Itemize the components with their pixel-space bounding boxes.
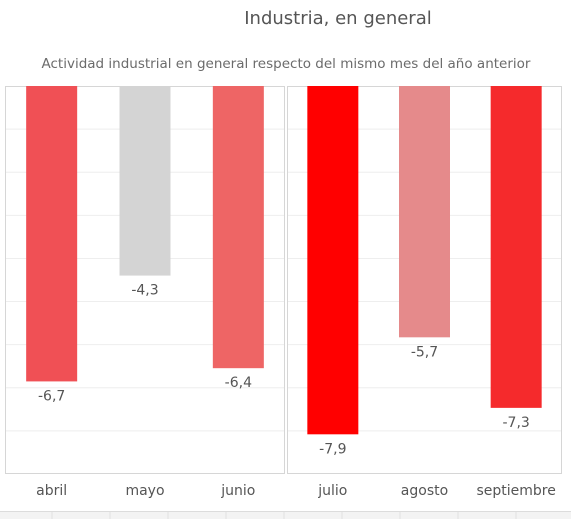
value-label-junio: -6,4 (225, 375, 252, 391)
x-tick-label-septiembre: septiembre (476, 483, 555, 499)
chart-subtitle: Actividad industrial en general respecto… (42, 56, 531, 72)
value-label-julio: -7,9 (319, 441, 346, 457)
x-tick-labels: abril mayo junio julio agosto septiembre (36, 483, 556, 499)
value-label-mayo: -4,3 (131, 283, 158, 299)
x-tick-label-agosto: agosto (401, 483, 448, 499)
x-tick-label-mayo: mayo (125, 483, 164, 499)
bottom-strip-bg (0, 511, 571, 519)
bar-mayo (119, 86, 171, 276)
x-tick-label-abril: abril (36, 483, 67, 499)
x-tick-label-julio: julio (317, 483, 347, 499)
value-label-septiembre: -7,3 (503, 415, 530, 431)
value-labels: -6,7 -4,3 -6,4 -7,9 -5,7 -7,3 (38, 283, 530, 458)
bar-junio (212, 86, 264, 369)
value-label-abril: -6,7 (38, 388, 65, 404)
bars (26, 86, 542, 435)
x-tick-label-junio: junio (220, 483, 255, 499)
value-label-agosto: -5,7 (411, 344, 438, 360)
chart-title: Industria, en general (244, 8, 431, 29)
bar-agosto (399, 86, 450, 338)
bottom-strip (0, 511, 571, 519)
gridlines (6, 128, 561, 432)
bar-septiembre (490, 86, 542, 408)
bar-julio (307, 86, 359, 435)
bar-abril (26, 86, 78, 382)
plot-frame (5, 86, 562, 474)
